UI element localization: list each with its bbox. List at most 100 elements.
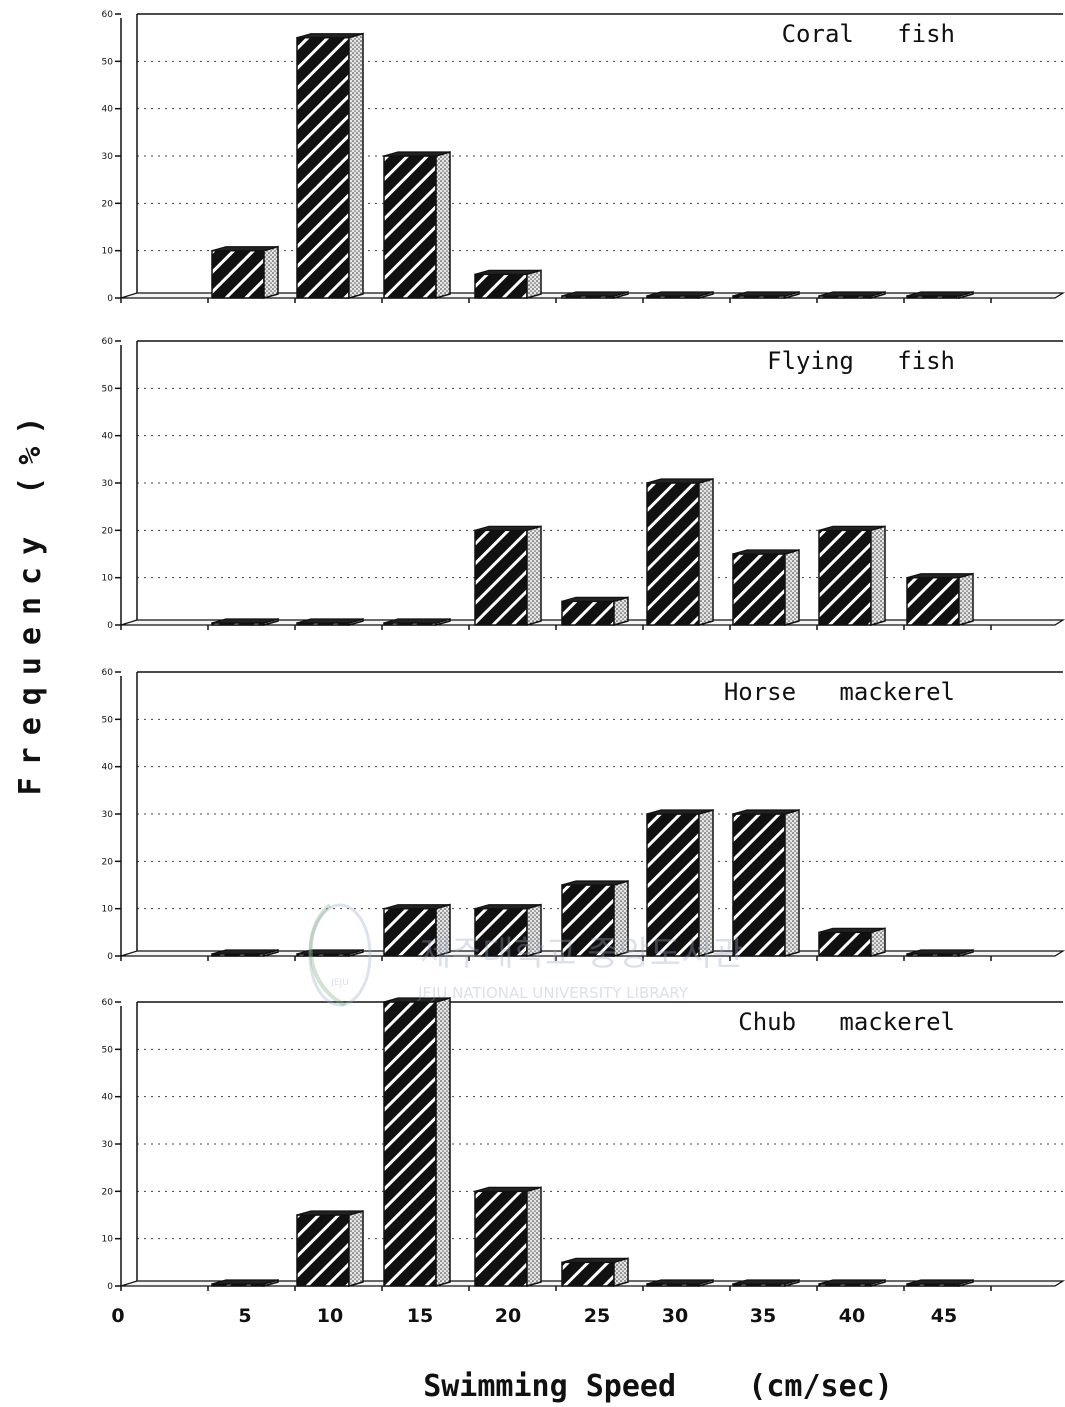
x-tick-label: 0	[111, 1305, 124, 1327]
y-tick-label: 50	[102, 1045, 114, 1055]
bar	[561, 1257, 629, 1287]
x-tick-label: 15	[407, 1305, 433, 1327]
bar-top	[296, 618, 364, 624]
y-tick-label: 60	[102, 337, 114, 347]
x-axis-label: Swimming Speed (cm/sec)	[423, 1369, 893, 1404]
bar-top	[906, 949, 974, 955]
bar-top	[818, 927, 886, 933]
bar-top	[646, 478, 714, 484]
x-tick-label: 25	[584, 1305, 610, 1327]
panel-2: 0 10 20 30 40 50 60 Flying fish	[102, 337, 1065, 631]
bar-side	[435, 997, 451, 1287]
bar-top	[732, 1279, 800, 1285]
bar	[906, 291, 974, 299]
bar-front	[732, 813, 786, 957]
y-tick-label: 20	[102, 857, 114, 867]
x-tick-label: 40	[839, 1305, 865, 1327]
y-tick-label: 10	[102, 247, 114, 257]
bar-side	[613, 1257, 629, 1287]
y-tick-label: 30	[102, 152, 114, 162]
bar	[474, 525, 542, 626]
x-tick-label: 45	[931, 1305, 957, 1327]
bar	[646, 809, 714, 957]
bar	[474, 903, 542, 957]
bar-top	[646, 809, 714, 815]
bar-top	[646, 1279, 714, 1285]
bar-front	[732, 553, 786, 626]
bar-front	[296, 36, 350, 299]
bar-top	[211, 949, 279, 955]
panel-1: 0 10 20 30 40 50 60 Coral fish	[102, 10, 1065, 304]
bar-side	[784, 809, 800, 957]
panel-3: 0 10 20 30 40 50 60 Horse mackerel	[102, 668, 1065, 962]
bar-top	[732, 291, 800, 297]
bar	[296, 949, 364, 957]
bar-top	[818, 291, 886, 297]
bar	[211, 245, 279, 299]
bar-top	[474, 525, 542, 531]
bar-front	[474, 273, 528, 299]
y-tick-label: 60	[102, 668, 114, 678]
panel-title: Chub mackerel	[738, 1008, 955, 1036]
bar-side	[348, 1210, 364, 1287]
panel-4: 0 10 20 30 40 50 60 Chub mackerel	[102, 997, 1065, 1292]
bar-top	[561, 291, 629, 297]
y-tick-label: 10	[102, 905, 114, 915]
bar-side	[870, 525, 886, 626]
bar-top	[561, 596, 629, 602]
y-tick-label: 10	[102, 574, 114, 584]
watermark-english: JEJU NATIONAL UNIVERSITY LIBRARY	[417, 984, 689, 1002]
bar-side	[958, 572, 974, 626]
watermark-korean: 제주대학교 중앙도서관	[420, 934, 744, 974]
bar	[211, 1279, 279, 1287]
x-tick-label: 5	[238, 1305, 251, 1327]
bar	[383, 903, 451, 957]
y-axis-label: Frequency (%)	[13, 405, 48, 796]
bar-top	[818, 1279, 886, 1285]
bar	[818, 291, 886, 299]
y-tick-label: 20	[102, 199, 114, 209]
bar	[732, 809, 800, 957]
y-tick-label: 50	[102, 57, 114, 67]
bar	[732, 549, 800, 626]
bar	[732, 1279, 800, 1287]
bar-top	[906, 573, 974, 579]
bar-front	[646, 482, 700, 626]
bar-top	[296, 949, 364, 955]
bar	[646, 1279, 714, 1287]
bar-front	[818, 529, 872, 626]
y-tick-label: 50	[102, 715, 114, 725]
bar-side	[526, 525, 542, 626]
bar-top	[732, 809, 800, 815]
library-watermark: JEJU 제주대학교 중앙도서관 JEJU NATIONAL UNIVERSIT…	[308, 903, 744, 1007]
bar	[383, 151, 451, 299]
y-tick-label: 30	[102, 810, 114, 820]
y-tick-label: 30	[102, 1140, 114, 1150]
bar	[296, 618, 364, 626]
bar	[296, 1210, 364, 1287]
panel-title: Flying fish	[767, 347, 955, 375]
bar	[474, 1186, 542, 1287]
x-tick-label: 20	[495, 1305, 521, 1327]
bar-top	[211, 246, 279, 252]
bar-top	[561, 880, 629, 886]
y-tick-label: 40	[102, 763, 114, 773]
bar-top	[383, 997, 451, 1003]
bar-front	[383, 155, 437, 299]
bar	[296, 32, 364, 299]
bar-front	[211, 249, 265, 299]
bar-front	[383, 1001, 437, 1287]
bar-front	[906, 576, 960, 626]
bar	[906, 1279, 974, 1287]
bar-front	[561, 600, 615, 626]
y-tick-label: 50	[102, 384, 114, 394]
bar-top	[474, 1186, 542, 1192]
bar-top	[383, 151, 451, 157]
bar-top	[211, 618, 279, 624]
bar	[561, 596, 629, 626]
y-tick-label: 40	[102, 432, 114, 442]
bar-side	[526, 269, 542, 299]
bar	[561, 880, 629, 957]
bar-top	[906, 1279, 974, 1285]
panel-title: Horse mackerel	[724, 678, 955, 706]
